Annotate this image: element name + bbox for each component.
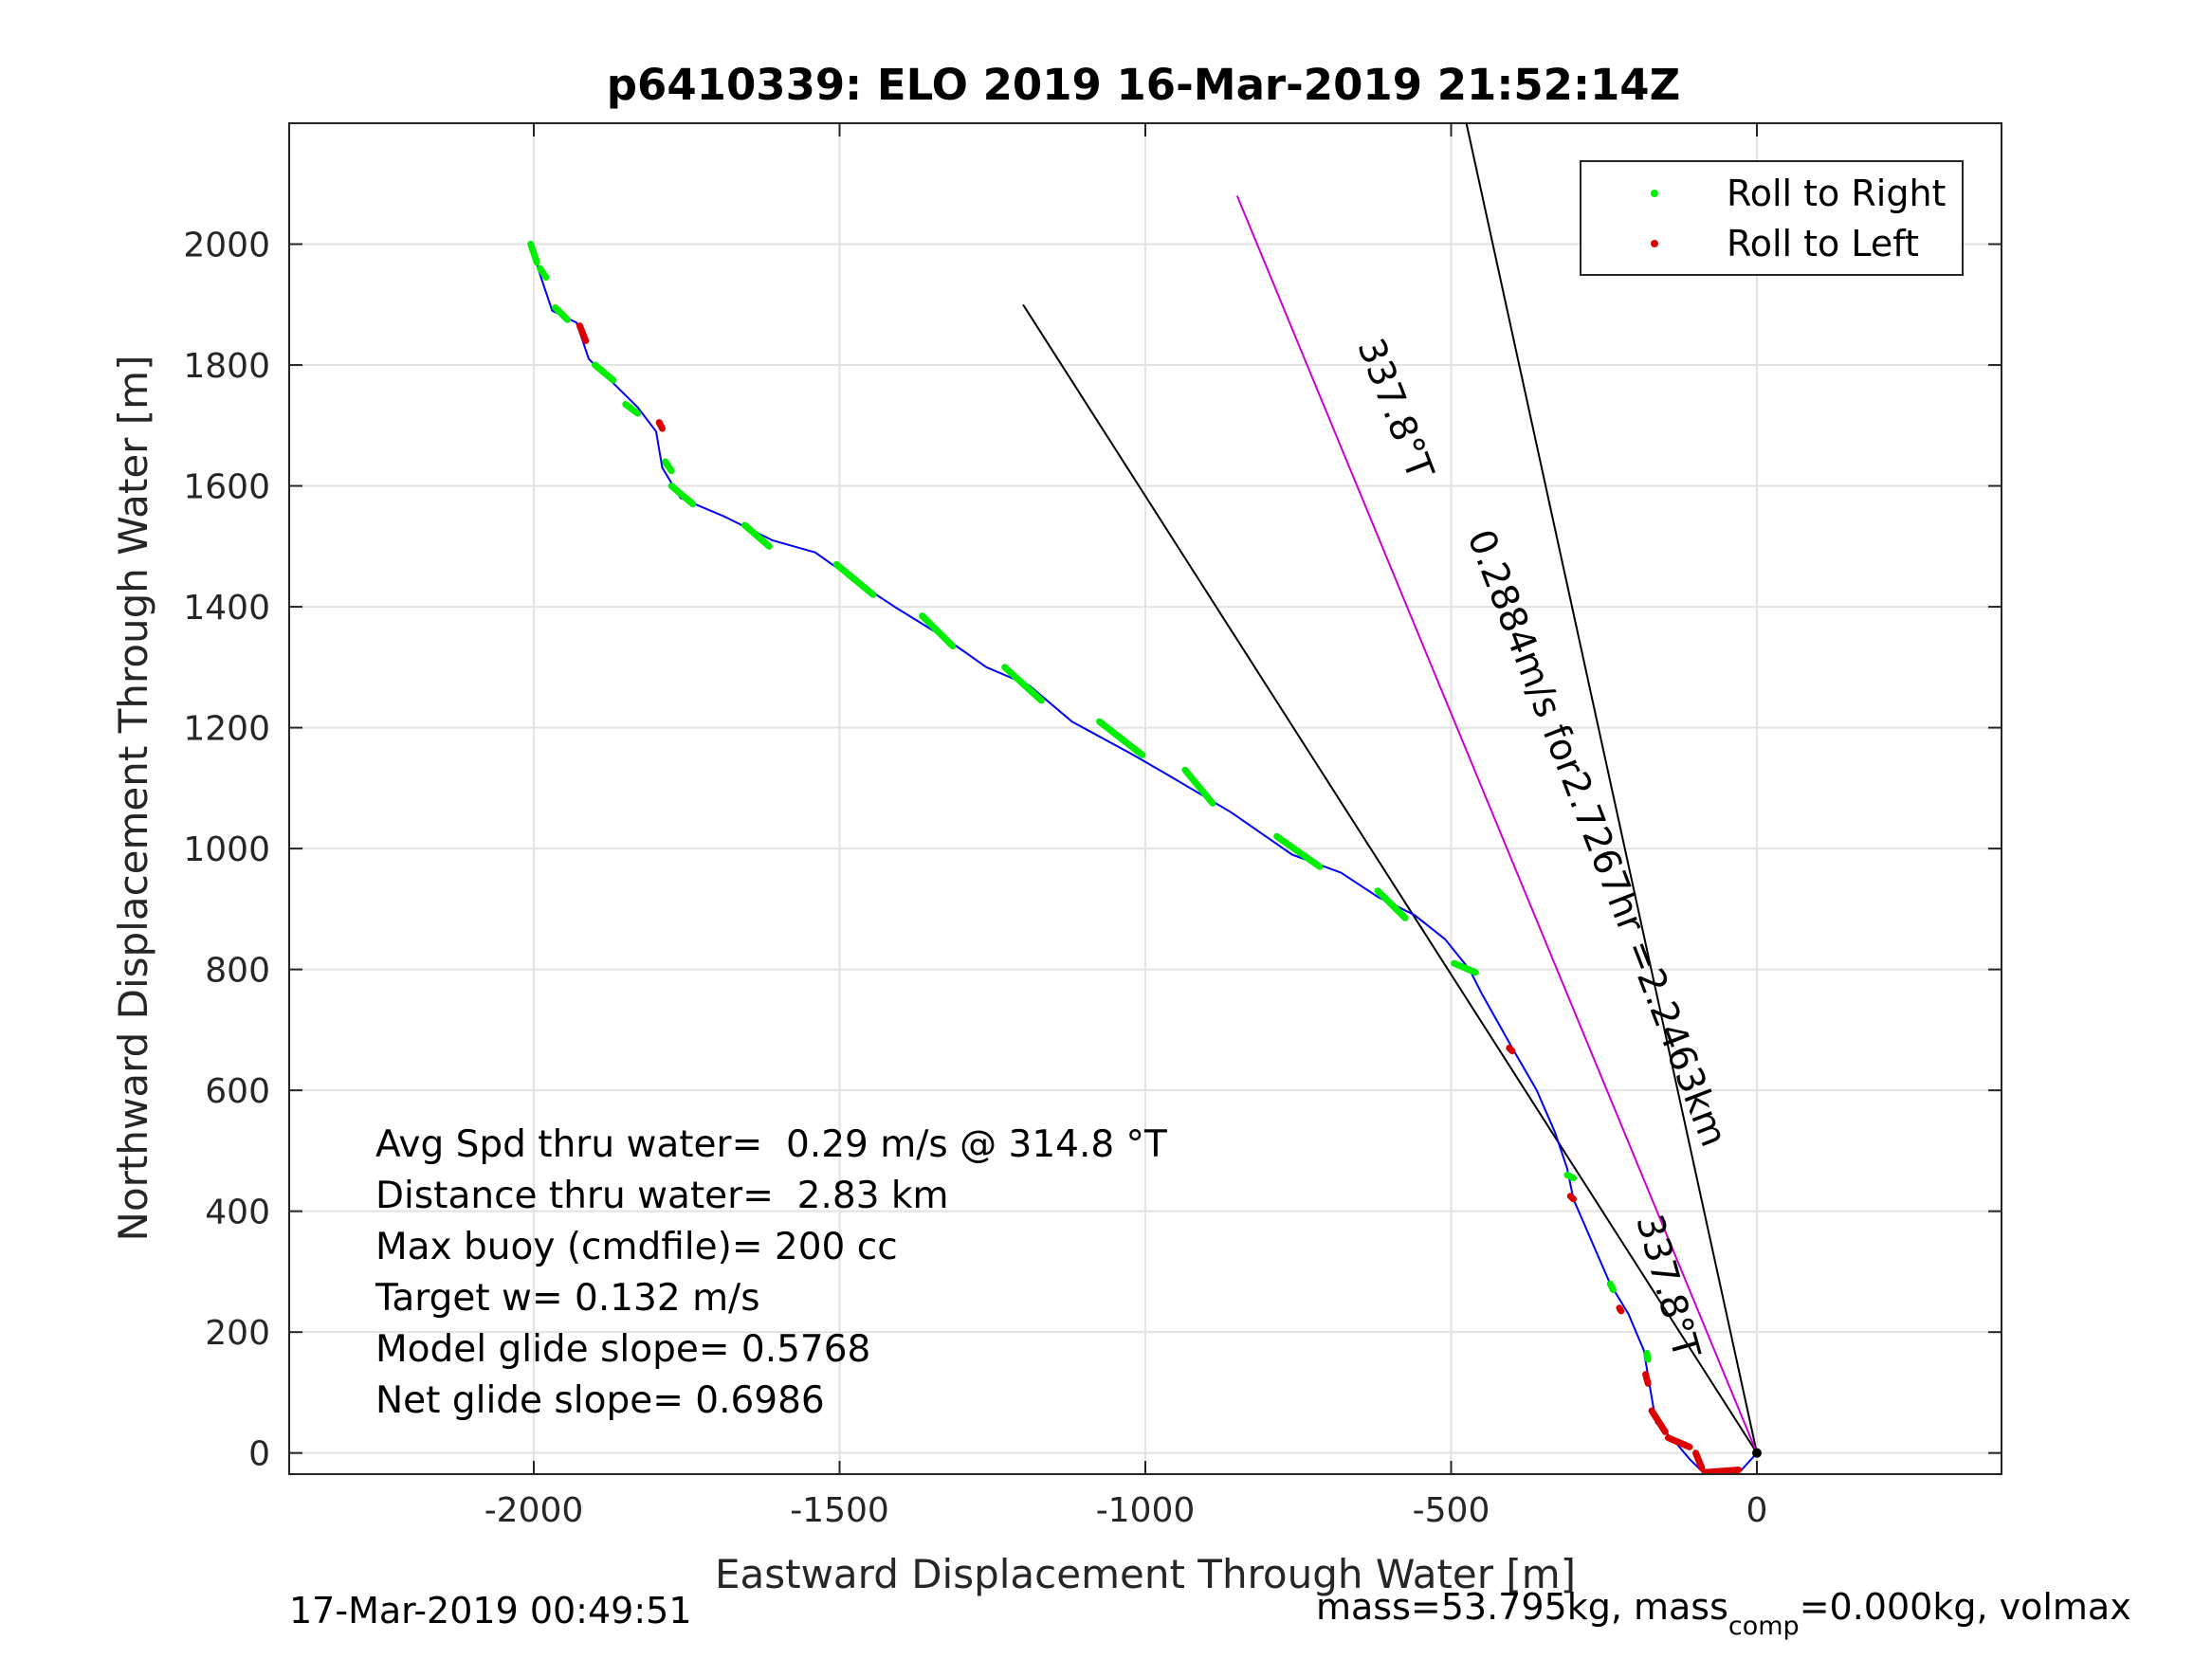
- y-tick-labels: 0 200 400 600 800 1000 1200 1400 1600 1800 2000: [183, 227, 270, 1474]
- roll-right-segment: [1096, 718, 1146, 758]
- roll-right-segment: [1001, 664, 1045, 704]
- y-tick-label: 1400: [183, 589, 270, 628]
- plot-area: [288, 122, 2002, 1475]
- stat-distance: Distance thru water= 2.83 km: [375, 1175, 948, 1217]
- roll-right-segment: [832, 560, 877, 598]
- x-tick-label: -500: [1413, 1491, 1490, 1530]
- stat-model-glide-slope: Model glide slope= 0.5768: [375, 1328, 870, 1371]
- roll-left-segment: [1701, 1467, 1743, 1474]
- reference-line: [1465, 123, 1758, 1453]
- roll-left-segment: [1506, 1045, 1516, 1055]
- roll-right-segment: [537, 264, 550, 282]
- plot-content: [527, 123, 1762, 1474]
- roll-left-segment: [1692, 1449, 1706, 1472]
- footer-mass-info: mass=53.795kg, masscomp=0.000kg, volmax: [1316, 1586, 2131, 1641]
- legend: Roll to Right Roll to Left: [1580, 160, 1964, 276]
- roll-left-segment: [1648, 1407, 1669, 1435]
- chart-title: p6410339: ELO 2019 16-Mar-2019 21:52:14Z: [607, 60, 1680, 110]
- footer-mass-subscript: comp: [1728, 1612, 1800, 1641]
- roll-left-segment: [576, 322, 590, 344]
- roll-right-segment: [741, 521, 773, 550]
- roll-right-segment: [622, 401, 642, 417]
- y-tick-label: 1600: [183, 468, 270, 507]
- roll-right-segment: [1451, 959, 1479, 976]
- roll-right-segment: [1643, 1350, 1652, 1363]
- stat-avg-speed: Avg Spd thru water= 0.29 m/s @ 314.8 °T: [375, 1123, 1167, 1166]
- roll-right-segment: [667, 483, 697, 508]
- x-tick-label: 0: [1746, 1491, 1768, 1530]
- footer-timestamp: 17-Mar-2019 00:49:51: [289, 1590, 692, 1632]
- x-tick-label: -1500: [790, 1491, 889, 1530]
- roll-right-segment: [662, 458, 675, 475]
- tick-marks: [289, 123, 2002, 1474]
- y-tick-label: 1000: [183, 830, 270, 869]
- x-tick-label: -2000: [484, 1491, 584, 1530]
- roll-right-segment: [592, 361, 617, 384]
- legend-marker-roll-right: [1651, 190, 1658, 197]
- y-tick-label: 0: [248, 1435, 270, 1474]
- roll-right-segment: [1181, 766, 1216, 807]
- roll-left-segment: [1665, 1434, 1693, 1450]
- roll-right-segment: [1606, 1280, 1617, 1293]
- footer-mass-prefix: mass=53.795kg, mass: [1316, 1586, 1728, 1628]
- x-tick-label: -1000: [1096, 1491, 1196, 1530]
- legend-box: [1580, 160, 1964, 276]
- legend-label-roll-left: Roll to Left: [1727, 223, 1919, 264]
- roll-right-segment: [552, 304, 571, 323]
- roll-right-segment: [1563, 1171, 1577, 1182]
- legend-label-roll-right: Roll to Right: [1727, 173, 1946, 214]
- stats-annotation: Avg Spd thru water= 0.29 m/s @ 314.8 °T …: [375, 1123, 1167, 1422]
- roll-left-segment: [655, 419, 666, 432]
- stat-max-buoy: Max buoy (cmdfile)= 200 cc: [375, 1226, 898, 1268]
- roll-left-segment: [1566, 1193, 1577, 1203]
- y-tick-label: 2000: [183, 227, 270, 265]
- y-tick-label: 200: [205, 1314, 270, 1353]
- roll-right-segment: [1374, 887, 1409, 921]
- roll-right-segment: [1273, 832, 1324, 870]
- roll-right-segment: [527, 241, 540, 266]
- y-tick-label: 600: [205, 1072, 270, 1111]
- origin-point: [1752, 1448, 1762, 1458]
- x-axis-label: Eastward Displacement Through Water [m]: [715, 1551, 1576, 1597]
- stat-target-w: Target w= 0.132 m/s: [375, 1277, 760, 1320]
- stat-net-glide-slope: Net glide slope= 0.6986: [375, 1379, 825, 1422]
- grid: [289, 123, 2002, 1474]
- x-tick-labels: -2000 -1500 -1000 -500 0: [484, 1491, 1768, 1530]
- y-tick-label: 1200: [183, 710, 270, 749]
- roll-right-segment: [919, 612, 957, 649]
- reference-line: [1022, 303, 1758, 1454]
- heading-line: [1235, 195, 1758, 1454]
- roll-left-segment: [1616, 1304, 1625, 1315]
- y-tick-label: 800: [205, 952, 270, 991]
- roll-left-segment: [1642, 1371, 1652, 1387]
- y-axis-label: Northward Displacement Through Water [m]: [110, 356, 156, 1242]
- footer-mass-suffix: =0.000kg, volmax: [1800, 1586, 2131, 1628]
- y-tick-label: 1800: [183, 347, 270, 386]
- legend-marker-roll-left: [1651, 240, 1658, 247]
- y-tick-label: 400: [205, 1194, 270, 1232]
